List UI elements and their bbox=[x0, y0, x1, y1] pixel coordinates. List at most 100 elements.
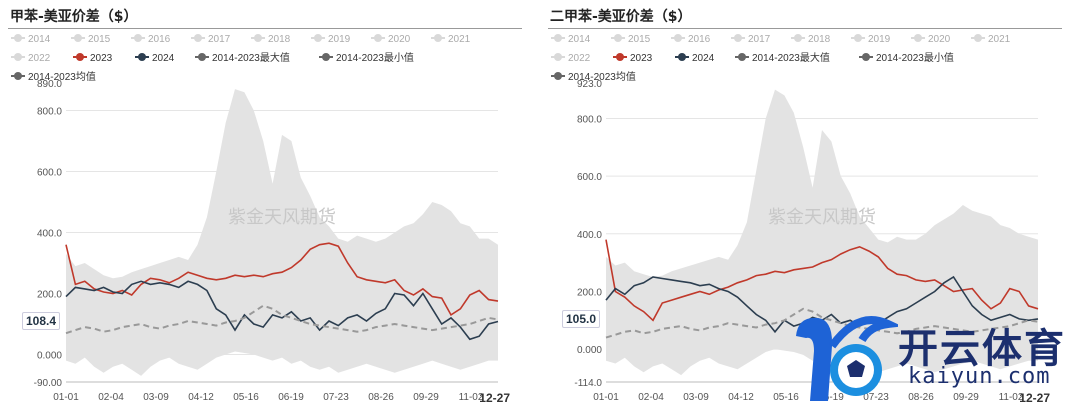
legend-label: 2019 bbox=[328, 34, 351, 45]
x-tick-label: 11-02 bbox=[999, 392, 1024, 403]
legend-item: 2023 bbox=[73, 53, 113, 64]
legend-label: 2015 bbox=[88, 34, 111, 45]
line-chart: 2014 2015 2016 2017 2018 2019 2020 2021 2022 2023… bbox=[11, 34, 510, 405]
legend-item: 2020 bbox=[371, 34, 411, 45]
legend-swatch-dot bbox=[974, 34, 982, 42]
title-divider bbox=[8, 28, 522, 29]
x-tick-label: 03-09 bbox=[683, 392, 709, 403]
x-tick-label: 01-01 bbox=[53, 392, 79, 403]
legend-label: 2014 bbox=[28, 34, 51, 45]
series-line-2023 bbox=[65, 242, 499, 317]
legend-item: 2016 bbox=[671, 34, 711, 45]
x-tick-label: 08-26 bbox=[368, 392, 394, 403]
legend-swatch-dot bbox=[14, 34, 22, 42]
watermark-text: 紫金天风期货 bbox=[228, 207, 336, 228]
legend-item: 2014-2023最小值 bbox=[319, 51, 414, 64]
y-tick-label: 400.0 bbox=[577, 230, 602, 241]
legend-swatch-dot bbox=[854, 34, 862, 42]
legend-item: 2015 bbox=[611, 34, 651, 45]
legend-label: 2023 bbox=[630, 53, 653, 64]
x-tick-label: 01-01 bbox=[593, 392, 619, 403]
legend-item: 2024 bbox=[135, 53, 175, 64]
legend-item: 2015 bbox=[71, 34, 111, 45]
y-tick-label: 0.000 bbox=[577, 345, 602, 356]
legend-item: 2021 bbox=[431, 34, 471, 45]
y-tick-label: 600.0 bbox=[577, 172, 602, 183]
legend-swatch-dot bbox=[862, 53, 870, 61]
y-tick-label: 200.0 bbox=[577, 287, 602, 298]
legend-swatch-dot bbox=[738, 53, 746, 61]
legend-item: 2017 bbox=[731, 34, 771, 45]
legend-item: 2023 bbox=[613, 53, 653, 64]
legend-item: 2024 bbox=[675, 53, 715, 64]
legend-item: 2018 bbox=[791, 34, 831, 45]
title-divider bbox=[548, 28, 1062, 29]
historical-range-band bbox=[66, 89, 498, 376]
x-tick-label: 05-16 bbox=[233, 392, 259, 403]
legend-swatch-dot bbox=[138, 53, 146, 61]
legend-item: 2014-2023均值 bbox=[551, 70, 636, 83]
chart-title: 甲苯-美亚价差（$） bbox=[10, 9, 138, 25]
current-value-badge: 105.0 bbox=[562, 309, 601, 328]
legend-label: 2017 bbox=[208, 34, 231, 45]
legend-label: 2023 bbox=[90, 53, 113, 64]
legend-label: 2017 bbox=[748, 34, 771, 45]
legend-swatch-dot bbox=[194, 34, 202, 42]
legend-swatch-dot bbox=[914, 34, 922, 42]
legend-item: 2019 bbox=[311, 34, 351, 45]
brand-name-cn: 开云体育 bbox=[898, 326, 1066, 372]
series-line-2023 bbox=[605, 239, 1039, 322]
legend-item: 2022 bbox=[551, 53, 591, 64]
x-tick-label: 04-12 bbox=[188, 392, 214, 403]
historical-range-band bbox=[606, 89, 1038, 376]
chart-title: 二甲苯-美亚价差（$） bbox=[550, 9, 692, 25]
x-tick-label: 05-16 bbox=[773, 392, 799, 403]
legend-swatch-dot bbox=[74, 34, 82, 42]
x-tick-label: 03-09 bbox=[143, 392, 169, 403]
x-tick-label: 06-19 bbox=[818, 392, 844, 403]
x-tick-label: 07-23 bbox=[863, 392, 889, 403]
y-tick-label: 600.0 bbox=[37, 167, 62, 178]
series-line-2014-2023均值 bbox=[65, 304, 499, 335]
series-line-2014-2023均值 bbox=[605, 307, 1039, 339]
legend-swatch-dot bbox=[734, 34, 742, 42]
legend-item: 2014 bbox=[551, 34, 591, 45]
legend-label: 2024 bbox=[152, 53, 175, 64]
legend-label: 2014-2023最小值 bbox=[876, 51, 954, 64]
legend-label: 2021 bbox=[448, 34, 471, 45]
x-tick-label: 07-23 bbox=[323, 392, 349, 403]
legend-swatch-dot bbox=[76, 53, 84, 61]
legend-swatch-dot bbox=[554, 72, 562, 80]
legend-item: 2017 bbox=[191, 34, 231, 45]
legend-label: 2014-2023最大值 bbox=[752, 51, 830, 64]
legend-item: 2014-2023最大值 bbox=[735, 51, 830, 64]
legend-item: 2014-2023最小值 bbox=[859, 51, 954, 64]
brand-logo: 开云体育 kaiyun.com bbox=[788, 306, 1068, 406]
x-tick-label: 02-04 bbox=[98, 392, 124, 403]
legend-item: 2022 bbox=[11, 53, 51, 64]
legend-swatch-dot bbox=[674, 34, 682, 42]
legend-label: 2016 bbox=[148, 34, 171, 45]
x-tick-label: 09-29 bbox=[413, 392, 439, 403]
legend-label: 2014-2023最小值 bbox=[336, 51, 414, 64]
legend-swatch-dot bbox=[434, 34, 442, 42]
y-tick-label: 800.0 bbox=[577, 114, 602, 125]
legend-label: 2014-2023最大值 bbox=[212, 51, 290, 64]
legend-swatch-dot bbox=[554, 53, 562, 61]
legend-swatch-dot bbox=[554, 34, 562, 42]
current-value-badge: 108.4 bbox=[22, 312, 61, 331]
legend-item: 2014 bbox=[11, 34, 51, 45]
chart-panel-toluene: 甲苯-美亚价差（$） 2014 2015 2016 2017 2018 2019 2020 2… bbox=[0, 0, 530, 407]
legend-label: 2022 bbox=[28, 53, 51, 64]
series-line-2024 bbox=[65, 280, 499, 341]
legend-swatch-dot bbox=[322, 53, 330, 61]
y-max-label: 923.0 bbox=[577, 79, 602, 90]
legend-label: 2019 bbox=[868, 34, 891, 45]
x-tick-label: 04-12 bbox=[728, 392, 754, 403]
x-tick-label: 06-19 bbox=[278, 392, 304, 403]
legend-swatch-dot bbox=[614, 34, 622, 42]
legend-swatch-dot bbox=[616, 53, 624, 61]
legend-swatch-dot bbox=[14, 72, 22, 80]
legend-label: 2015 bbox=[628, 34, 651, 45]
legend-item: 2018 bbox=[251, 34, 291, 45]
